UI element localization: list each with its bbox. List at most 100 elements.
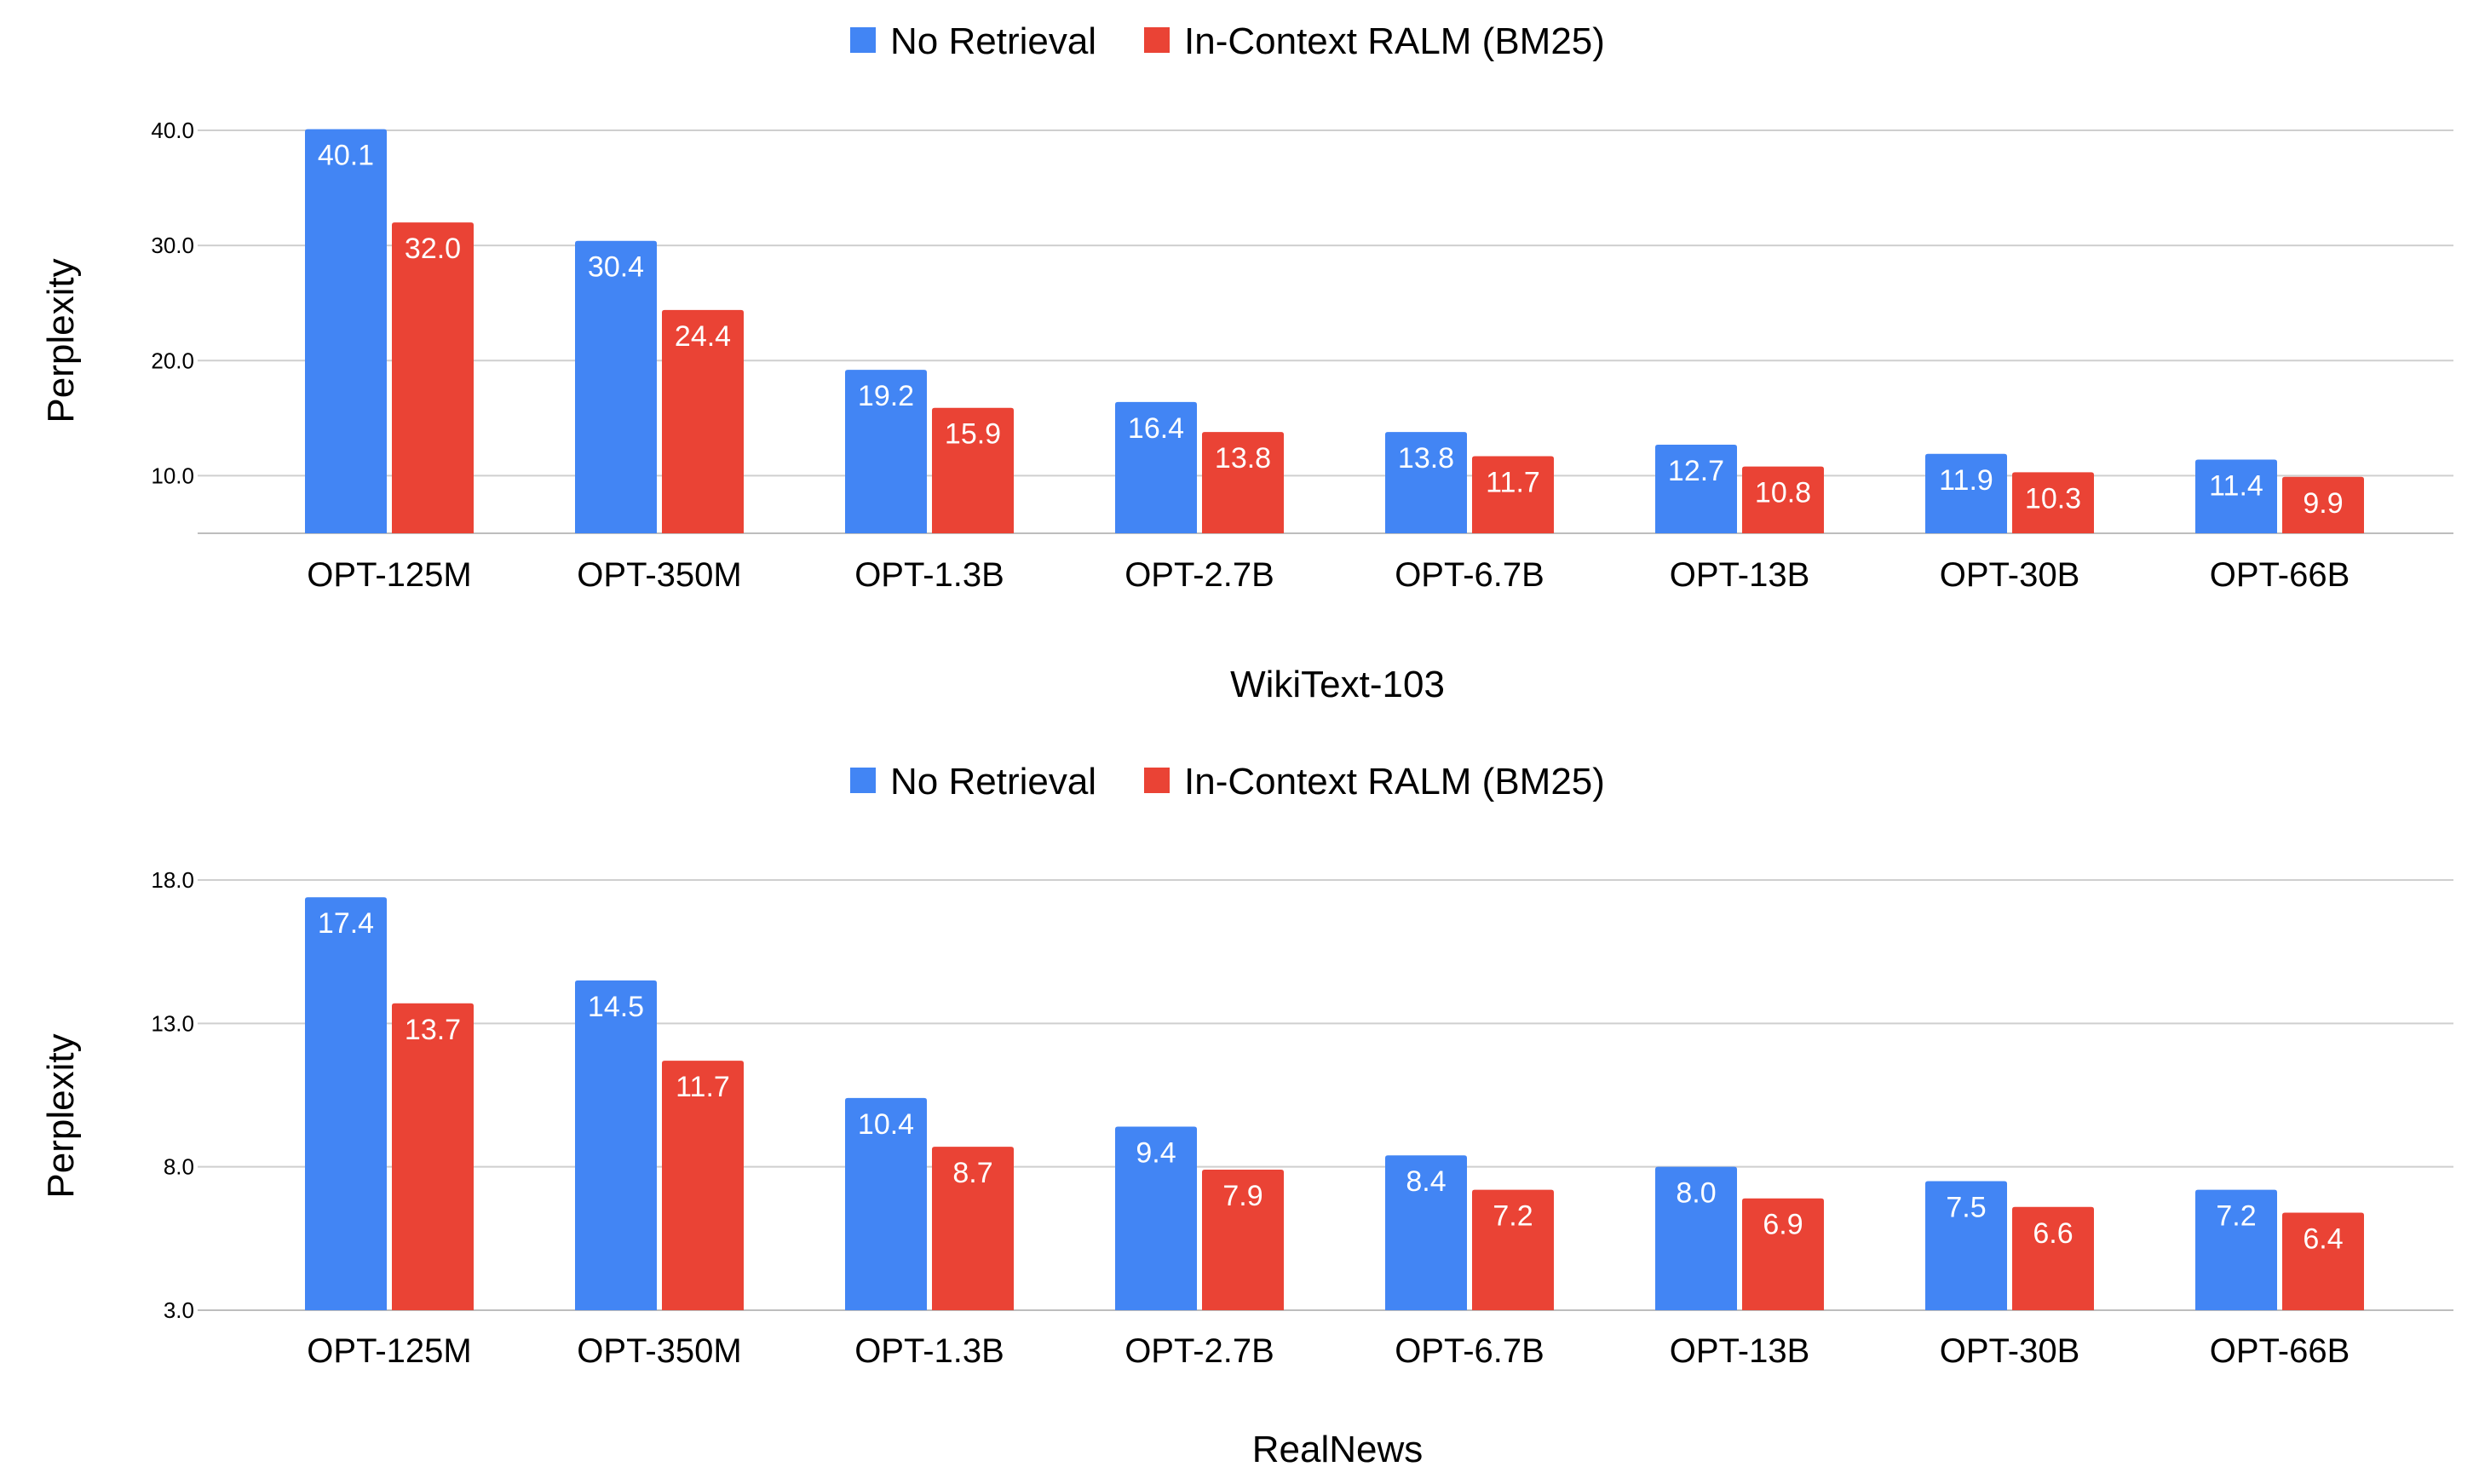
bar-no-retrieval — [575, 980, 657, 1310]
data-label-no-retrieval: 19.2 — [858, 380, 914, 412]
bar-in-context-ralm — [392, 1003, 474, 1310]
x-tick-label: OPT-30B — [1940, 556, 2080, 594]
bar-no-retrieval — [305, 897, 387, 1310]
data-label-in-context-ralm: 9.9 — [2303, 487, 2343, 520]
bar-no-retrieval — [1385, 432, 1467, 533]
bar-no-retrieval — [2195, 1189, 2277, 1310]
data-label-in-context-ralm: 8.7 — [952, 1157, 992, 1189]
data-label-in-context-ralm: 32.0 — [405, 233, 461, 265]
x-tick-label: OPT-125M — [307, 556, 471, 594]
data-label-no-retrieval: 12.7 — [1668, 455, 1724, 487]
data-label-no-retrieval: 7.5 — [1946, 1192, 1986, 1224]
data-label-in-context-ralm: 6.4 — [2303, 1223, 2343, 1256]
x-tick-label: OPT-66B — [2210, 1332, 2350, 1370]
legend-swatch-no-retrieval — [850, 27, 876, 53]
data-label-in-context-ralm: 13.8 — [1215, 442, 1271, 475]
bar-in-context-ralm — [932, 407, 1014, 533]
bar-in-context-ralm — [392, 222, 474, 533]
data-label-no-retrieval: 8.0 — [1676, 1177, 1716, 1210]
legend-swatch-in-context-ralm — [1144, 768, 1170, 793]
data-label-in-context-ralm: 11.7 — [676, 1071, 730, 1103]
bar-no-retrieval — [1925, 1181, 2007, 1310]
data-label-no-retrieval: 11.4 — [2209, 470, 2263, 503]
data-label-in-context-ralm: 6.9 — [1763, 1209, 1803, 1241]
bar-in-context-ralm — [1742, 466, 1824, 533]
data-label-no-retrieval: 11.9 — [1939, 464, 1993, 497]
data-label-no-retrieval: 16.4 — [1128, 412, 1184, 445]
bar-no-retrieval — [1655, 1166, 1737, 1310]
y-axis-title: Perplexity — [40, 258, 82, 423]
y-axis-title: Perplexity — [40, 1033, 82, 1198]
bar-in-context-ralm — [662, 1061, 744, 1310]
x-tick-label: OPT-125M — [307, 1332, 471, 1370]
data-label-in-context-ralm: 7.2 — [1493, 1200, 1533, 1233]
data-label-no-retrieval: 30.4 — [588, 251, 644, 284]
bar-in-context-ralm — [932, 1147, 1014, 1310]
y-tick-label: 8.0 — [164, 1154, 194, 1180]
x-tick-label: OPT-13B — [1670, 1332, 1810, 1370]
bar-in-context-ralm — [662, 309, 744, 533]
bar-in-context-ralm — [2012, 472, 2094, 533]
data-label-no-retrieval: 13.8 — [1398, 442, 1454, 475]
data-label-in-context-ralm: 24.4 — [675, 320, 731, 353]
x-axis-title: RealNews — [1252, 1429, 1424, 1470]
x-tick-label: OPT-66B — [2210, 556, 2350, 594]
y-tick-label: 18.0 — [151, 867, 194, 893]
data-label-in-context-ralm: 13.7 — [405, 1014, 461, 1046]
bar-in-context-ralm — [1472, 1189, 1554, 1310]
legend-label-in-context-ralm: In-Context RALM (BM25) — [1184, 20, 1605, 62]
bar-in-context-ralm — [2282, 476, 2364, 533]
y-tick-label: 20.0 — [151, 348, 194, 373]
data-label-no-retrieval: 10.4 — [858, 1108, 914, 1141]
legend-label-in-context-ralm: In-Context RALM (BM25) — [1184, 761, 1605, 802]
bar-in-context-ralm — [2012, 1206, 2094, 1310]
x-tick-label: OPT-2.7B — [1124, 1332, 1274, 1370]
bar-no-retrieval — [845, 370, 927, 533]
bar-no-retrieval — [1385, 1155, 1467, 1310]
chart-wikitext-103: No Retrieval In-Context RALM (BM25) 10.0 20… — [40, 20, 2453, 705]
x-tick-label: OPT-1.3B — [854, 556, 1004, 594]
x-tick-label: OPT-6.7B — [1395, 556, 1544, 594]
data-label-no-retrieval: 7.2 — [2216, 1200, 2256, 1233]
x-tick-label: OPT-6.7B — [1395, 1332, 1544, 1370]
bar-no-retrieval — [845, 1097, 927, 1310]
legend-label-no-retrieval: No Retrieval — [890, 20, 1096, 62]
data-label-no-retrieval: 40.1 — [318, 140, 374, 172]
data-label-no-retrieval: 8.4 — [1406, 1165, 1446, 1198]
bar-in-context-ralm — [1472, 456, 1554, 533]
bar-no-retrieval — [305, 129, 387, 534]
y-tick-label: 40.0 — [151, 118, 194, 143]
y-tick-label: 13.0 — [151, 1010, 194, 1036]
data-label-no-retrieval: 9.4 — [1136, 1137, 1176, 1170]
data-label-no-retrieval: 17.4 — [318, 907, 374, 940]
x-tick-label: OPT-30B — [1940, 1332, 2080, 1370]
chart-realnews: No Retrieval In-Context RALM (BM25) 3.0 8.0… — [40, 761, 2453, 1470]
data-label-in-context-ralm: 7.9 — [1222, 1180, 1263, 1212]
data-label-in-context-ralm: 11.7 — [1486, 466, 1540, 498]
bar-in-context-ralm — [2282, 1212, 2364, 1310]
bar-no-retrieval — [1115, 401, 1197, 533]
data-label-in-context-ralm: 6.6 — [2033, 1217, 2073, 1250]
bar-no-retrieval — [1925, 453, 2007, 533]
data-label-in-context-ralm: 10.3 — [2025, 482, 2081, 515]
bar-no-retrieval — [1115, 1126, 1197, 1310]
legend-swatch-in-context-ralm — [1144, 27, 1170, 53]
legend-label-no-retrieval: No Retrieval — [890, 761, 1096, 802]
y-tick-label: 3.0 — [164, 1297, 194, 1323]
data-label-no-retrieval: 14.5 — [588, 991, 644, 1023]
x-tick-label: OPT-350M — [577, 1332, 741, 1370]
bar-in-context-ralm — [1742, 1198, 1824, 1310]
y-tick-label: 10.0 — [151, 463, 194, 488]
x-tick-label: OPT-13B — [1670, 556, 1810, 594]
data-label-in-context-ralm: 10.8 — [1755, 477, 1811, 509]
bar-in-context-ralm — [1202, 432, 1284, 533]
bar-no-retrieval — [575, 240, 657, 533]
x-axis-title: WikiText-103 — [1230, 664, 1445, 705]
x-tick-label: OPT-1.3B — [854, 1332, 1004, 1370]
bar-in-context-ralm — [1202, 1170, 1284, 1310]
y-tick-label: 30.0 — [151, 233, 194, 258]
legend-swatch-no-retrieval — [850, 768, 876, 793]
data-label-in-context-ralm: 15.9 — [945, 418, 1001, 451]
x-tick-label: OPT-2.7B — [1124, 556, 1274, 594]
